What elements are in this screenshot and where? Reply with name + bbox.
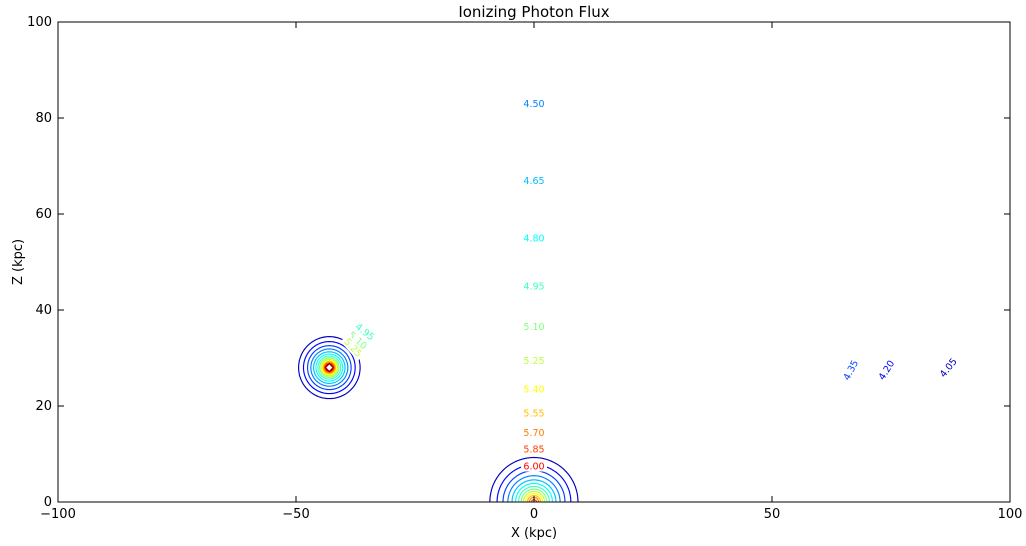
contour-label-bg [344, 327, 372, 354]
contour-label-text: 4.65 [523, 176, 544, 187]
contour-line-5.70 [323, 361, 540, 502]
contour-line-4.80 [315, 353, 554, 502]
y-tick-label: 60 [35, 207, 52, 222]
contour-label-5.70: 5.70 [521, 426, 547, 439]
contour-label-4.65: 4.65 [521, 174, 547, 187]
contour-label-bg [521, 174, 547, 186]
contour-line-4.95 [317, 355, 551, 502]
contour-label-5.40: 5.40 [521, 383, 547, 396]
contour-line-5.25 [320, 358, 546, 502]
x-tick-label: 0 [530, 507, 538, 522]
contour-label-bg [521, 443, 547, 455]
contour-label-bg [839, 355, 862, 385]
contour-label-bg [521, 407, 547, 419]
x-axis-label: X (kpc) [511, 526, 557, 541]
contour-line-4.65 [313, 351, 557, 502]
contour-label-bg [521, 383, 547, 395]
contour-line-5.10 [319, 357, 548, 502]
contour-label-bg [521, 426, 547, 438]
chart-title: Ionizing Photon Flux [458, 3, 609, 21]
contour-line-5.85 [324, 362, 538, 502]
y-axis-label: Z (kpc) [11, 239, 26, 285]
contour-label-text: 5.85 [523, 445, 544, 456]
y-tick-label: 0 [44, 495, 52, 510]
contour-label-bg [521, 321, 547, 333]
contour-lines [298, 336, 579, 502]
contour-label-text: 5.25 [523, 356, 544, 367]
contour-label-text: 4.80 [523, 233, 544, 244]
contour-label-4.95: 4.95 [521, 280, 547, 292]
contour-line-4.20 [302, 341, 572, 502]
contour-label-text: 5.70 [523, 428, 544, 439]
y-tick-label: 100 [27, 15, 52, 30]
contour-label-bg [521, 98, 547, 110]
contour-label-text: 4.95 [523, 281, 544, 292]
contour-label-4.50: 4.50 [521, 98, 547, 110]
contour-label-text: 4.50 [523, 99, 544, 110]
contour-label-bg [340, 334, 366, 361]
contour-label-4.20: 4.20 [874, 356, 898, 384]
contour-label-5.25: 5.25 [521, 354, 547, 367]
contour-label-bg [935, 353, 961, 382]
axis-ticks: −100 −50 0 50 100 0 20 40 60 80 100 [27, 15, 1022, 522]
contour-label-bg [521, 460, 547, 472]
contour-label-text: 5.55 [523, 409, 544, 420]
contour-label-4.05: 4.05 [935, 353, 961, 382]
contour-label-4.35: 4.35 [839, 355, 862, 385]
contour-label-bg [874, 356, 898, 384]
contour-label-6.00: 6.00 [521, 460, 547, 472]
point-source-peak [324, 362, 335, 373]
contour-label-text: 5.10 [523, 322, 544, 333]
contour-label-bg [521, 354, 547, 366]
contour-label-bg [521, 280, 547, 292]
contour-label-5.55: 5.55 [521, 407, 547, 420]
x-tick-label: −100 [40, 507, 76, 522]
contour-label-bg [351, 319, 379, 344]
contour-labels: 4.50 4.65 4.80 4.95 5.10 5.25 5.40 5.55 5.70 5.85… [340, 98, 961, 472]
x-tick-label: −50 [282, 507, 309, 522]
contour-label-5.85: 5.85 [521, 443, 547, 456]
y-tick-label: 20 [35, 399, 52, 414]
contour-line-4.50 [310, 348, 561, 502]
contour-label-bg [521, 232, 547, 244]
contour-label-text: 6.00 [523, 461, 544, 472]
contour-label-text: 5.40 [523, 385, 544, 396]
x-tick-label: 100 [998, 507, 1023, 522]
x-tick-label: 50 [764, 507, 781, 522]
contour-line-5.40 [321, 359, 544, 502]
contour-line-5.55 [322, 361, 542, 502]
contour-label-4.80: 4.80 [521, 232, 547, 244]
contour-line-4.35 [306, 345, 566, 502]
contour-label-5.10: 5.10 [521, 321, 547, 333]
y-tick-label: 40 [35, 303, 52, 318]
y-tick-label: 80 [35, 111, 52, 126]
